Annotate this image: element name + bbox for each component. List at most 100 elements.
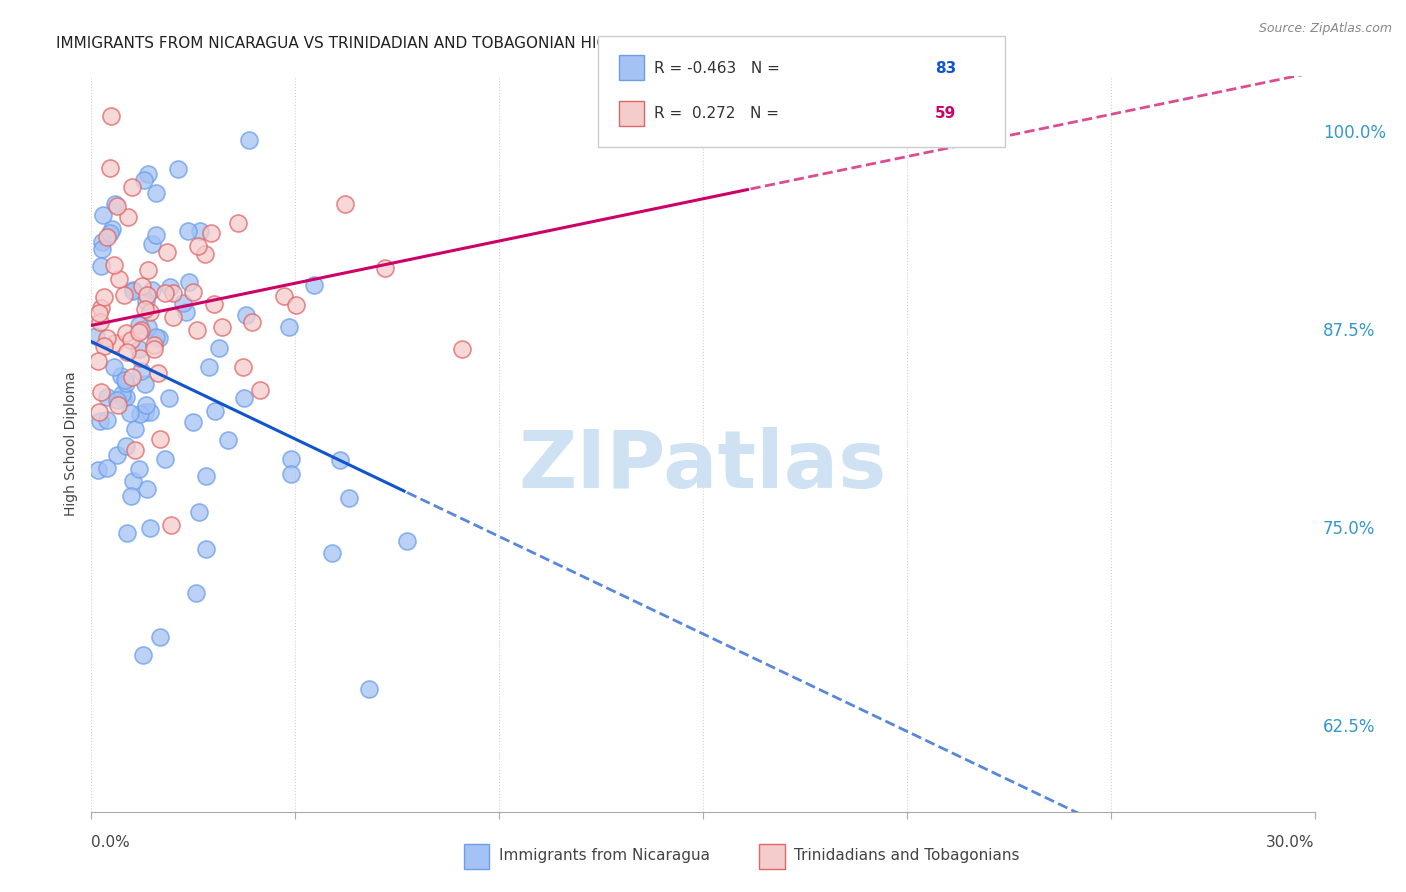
Text: 59: 59 xyxy=(935,106,956,121)
Point xyxy=(120,333,142,347)
Point xyxy=(90,301,112,315)
Point xyxy=(148,433,170,447)
Point xyxy=(107,398,129,412)
Point xyxy=(181,285,204,299)
Point xyxy=(103,258,125,272)
Point xyxy=(174,305,197,319)
Point xyxy=(89,405,111,419)
Point xyxy=(136,167,159,181)
Point xyxy=(93,339,115,353)
Point xyxy=(162,310,184,325)
Point xyxy=(337,491,360,505)
Point xyxy=(249,383,271,397)
Point xyxy=(114,376,136,390)
Point xyxy=(90,259,112,273)
Point xyxy=(96,391,118,405)
Point xyxy=(186,323,208,337)
Point xyxy=(124,422,146,436)
Point xyxy=(145,330,167,344)
Point xyxy=(139,305,162,319)
Point xyxy=(104,197,127,211)
Point xyxy=(374,260,396,275)
Point xyxy=(395,534,418,549)
Point xyxy=(737,100,759,114)
Text: 30.0%: 30.0% xyxy=(1267,836,1315,850)
Point xyxy=(240,315,263,329)
Point xyxy=(129,407,152,421)
Point xyxy=(86,462,108,476)
Point xyxy=(235,308,257,322)
Point xyxy=(91,235,114,249)
Point xyxy=(129,351,152,365)
Point xyxy=(96,331,118,345)
Point xyxy=(277,319,299,334)
Point xyxy=(105,199,128,213)
Point xyxy=(194,542,217,557)
Point xyxy=(122,284,145,298)
Point xyxy=(117,526,139,541)
Point xyxy=(100,109,122,123)
Point xyxy=(135,293,157,308)
Point xyxy=(90,385,112,400)
Point xyxy=(89,414,111,428)
Point xyxy=(200,227,222,241)
Point xyxy=(153,285,176,300)
Point xyxy=(105,448,128,462)
Point xyxy=(122,475,145,489)
Point xyxy=(149,630,172,644)
Point xyxy=(90,242,112,256)
Point xyxy=(96,413,118,427)
Point xyxy=(128,343,150,357)
Point xyxy=(188,505,211,519)
Point xyxy=(280,451,302,466)
Point xyxy=(143,343,166,357)
Point xyxy=(115,390,138,404)
Point xyxy=(141,283,163,297)
Point xyxy=(177,224,200,238)
Text: R =  0.272   N =: R = 0.272 N = xyxy=(654,106,783,121)
Point xyxy=(134,301,156,316)
Point xyxy=(172,295,194,310)
Point xyxy=(128,462,150,476)
Point xyxy=(321,545,343,559)
Point xyxy=(145,227,167,242)
Point xyxy=(112,391,135,405)
Point xyxy=(186,586,208,600)
Point xyxy=(333,196,356,211)
Point xyxy=(103,360,125,375)
Text: Trinidadians and Tobagonians: Trinidadians and Tobagonians xyxy=(794,848,1019,863)
Point xyxy=(162,285,184,300)
Point xyxy=(128,325,150,339)
Point xyxy=(153,452,176,467)
Point xyxy=(129,364,152,378)
Point xyxy=(96,460,118,475)
Point xyxy=(115,326,138,340)
Point xyxy=(451,342,474,356)
Point xyxy=(329,452,352,467)
Point xyxy=(302,278,325,293)
Point xyxy=(104,336,127,351)
Text: Immigrants from Nicaragua: Immigrants from Nicaragua xyxy=(499,848,710,863)
Point xyxy=(217,433,239,447)
Point xyxy=(145,186,167,200)
Point xyxy=(160,517,183,532)
Point xyxy=(141,237,163,252)
Point xyxy=(139,405,162,419)
Point xyxy=(115,345,138,359)
Point xyxy=(87,306,110,320)
Point xyxy=(96,230,118,244)
Point xyxy=(112,288,135,302)
Point xyxy=(202,297,225,311)
Point xyxy=(121,283,143,297)
Point xyxy=(117,210,139,224)
Point xyxy=(120,489,142,503)
Point xyxy=(100,222,122,236)
Text: ZIPatlas: ZIPatlas xyxy=(519,427,887,505)
Point xyxy=(194,469,217,483)
Text: 83: 83 xyxy=(935,62,956,77)
Point xyxy=(105,392,128,407)
Point xyxy=(87,354,110,368)
Point xyxy=(204,404,226,418)
Point xyxy=(194,246,217,260)
Point xyxy=(118,406,141,420)
